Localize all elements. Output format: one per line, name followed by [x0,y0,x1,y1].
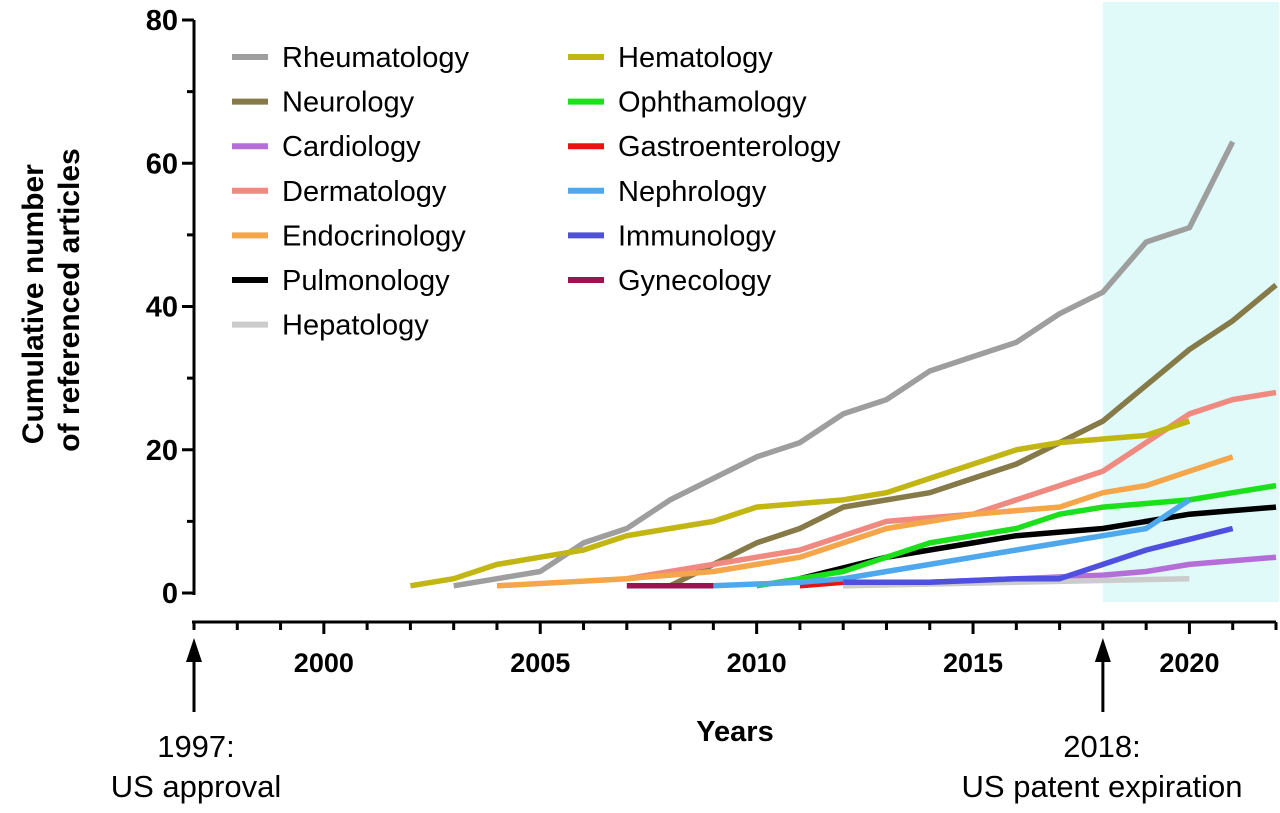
legend-label: Ophthamology [618,87,807,119]
axes: 0 20 40 60 80 2000 2005 2010 2015 2020 [146,5,1278,678]
legend-item-rheumatology: Rheumatology [232,42,469,74]
legend-item-immunology: Immunology [568,220,776,252]
legend-label: Immunology [618,220,776,252]
annotation-text-line: US patent expiration [962,769,1243,804]
legend-label: Cardiology [282,131,421,163]
x-tick-label: 2000 [294,648,354,678]
legend-label: Rheumatology [282,42,469,74]
legend-item-hematology: Hematology [568,42,773,74]
legend: Rheumatology Neurology Cardiology Dermatolo… [232,42,841,342]
legend-item-endocrinology: Endocrinology [232,220,466,252]
series-layer [409,140,1278,589]
y-ticks: 0 20 40 60 80 [146,5,194,610]
legend-label: Hepatology [282,310,429,342]
series-line-immunology [843,525,1234,586]
legend-item-neurology: Neurology [232,87,415,119]
annotation-arrow-head [1094,638,1111,662]
legend-item-nephrology: Nephrology [568,176,767,208]
series-line-hematology [409,418,1191,589]
legend-item-hepatology: Hepatology [232,310,429,342]
y-tick-label: 0 [162,578,178,610]
legend-item-gastroenterology: Gastroenterology [568,131,841,163]
legend-label: Nephrology [618,176,767,208]
y-axis-label: Cumulative number of referenced articles [17,148,86,451]
legend-label: Dermatology [282,176,447,208]
legend-label: Neurology [282,87,415,119]
legend-item-gynecology: Gynecology [568,265,772,297]
y-axis-label-line-1: Cumulative number [17,164,50,444]
y-axis-label-line-2: of referenced articles [53,148,86,451]
x-tick-label: 2010 [727,648,787,678]
legend-item-cardiology: Cardiology [232,131,421,163]
series-line-gastroenterology [799,579,844,589]
legend-label: Gynecology [618,265,772,297]
series-line-neurology [668,282,1278,589]
x-tick-label: 2015 [943,648,1003,678]
legend-item-dermatology: Dermatology [232,176,447,208]
annotation-arrow-head [186,638,202,662]
x-ticks: 2000 2005 2010 2015 2020 [192,622,1278,678]
legend-item-pulmonology: Pulmonology [232,265,450,297]
legend-label: Gastroenterology [618,131,841,163]
x-tick-label: 2005 [510,648,570,678]
annotation-1997: 1997: US approval [111,638,282,804]
annotation-text-line: US approval [111,769,282,804]
legend-label: Endocrinology [282,220,466,252]
annotation-text-line: 2018: [1063,729,1141,764]
annotation-text-line: 1997: [157,729,235,764]
y-tick-label: 80 [146,5,178,37]
y-tick-label: 40 [146,292,178,324]
y-tick-label: 20 [146,435,178,467]
legend-item-ophthamology: Ophthamology [568,87,807,119]
series-line-nephrology [713,497,1191,589]
legend-label: Hematology [618,42,773,74]
series-line-rheumatology [453,140,1236,589]
y-tick-label: 60 [146,148,178,180]
x-axis-label: Years [696,716,773,748]
annotation-2018: 2018: US patent expiration [962,638,1243,804]
annotations: 1997: US approval 2018: US patent expiratio… [111,638,1243,804]
x-tick-label: 2020 [1159,648,1219,678]
series-line-endocrinology [496,454,1234,589]
legend-label: Pulmonology [282,265,450,297]
